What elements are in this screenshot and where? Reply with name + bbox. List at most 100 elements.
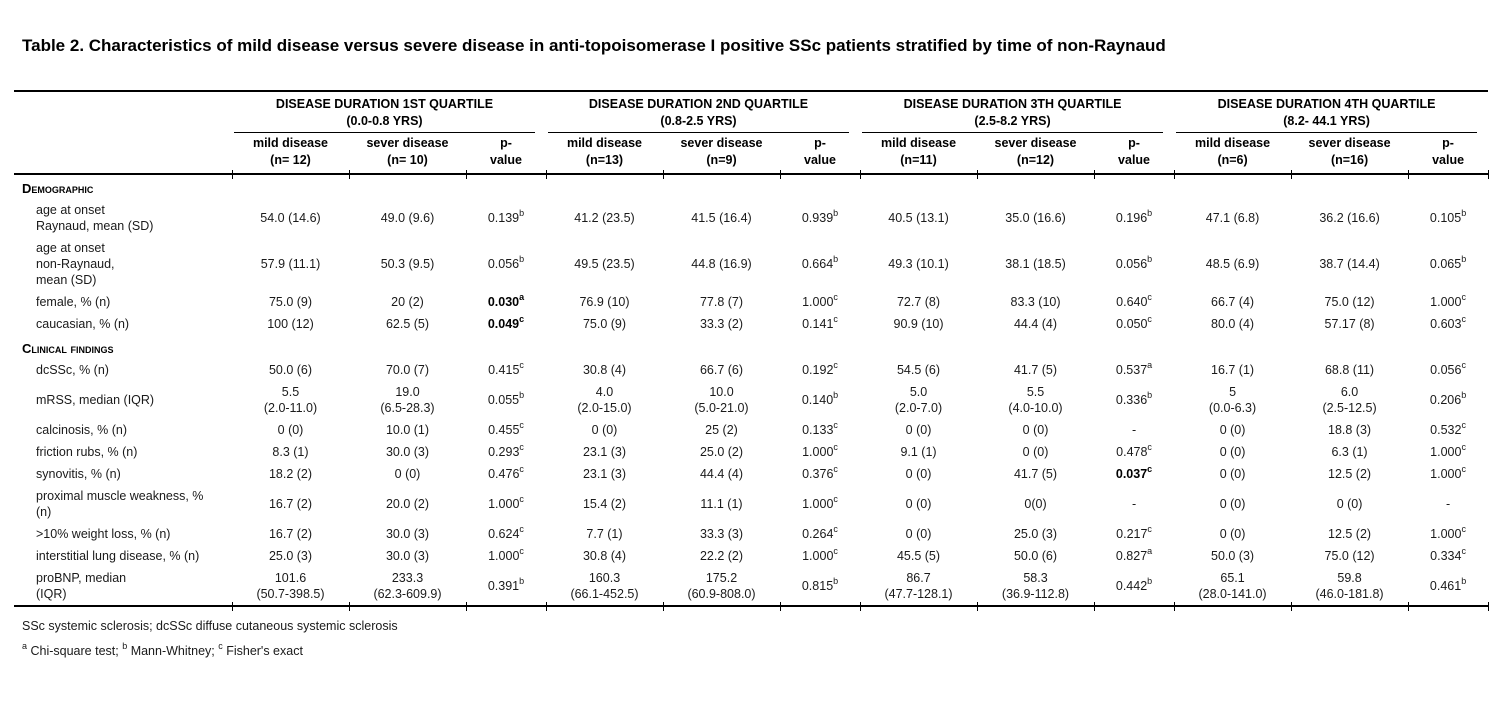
- cell-mild-q2: 76.9 (10): [579, 295, 630, 309]
- cell-pvalue-q1: 0.030a: [487, 291, 525, 309]
- cell-pvalue-q2: 1.000c: [802, 545, 838, 563]
- cell-pvalue-q4: -: [1445, 497, 1451, 511]
- section-row: Clinical findings: [14, 335, 1488, 359]
- cell-mild-q4: 16.7 (1): [1211, 363, 1255, 377]
- cell-sever-q4: 75.0 (12): [1324, 295, 1375, 309]
- cell-pvalue-q4: 1.000c: [1430, 291, 1466, 309]
- cell-mild-q3: 90.9 (10): [893, 317, 944, 331]
- cell-sever-q3: 0(0): [1024, 497, 1047, 511]
- group-title: DISEASE DURATION 3TH QUARTILE: [903, 97, 1122, 111]
- group-header-q3: DISEASE DURATION 3TH QUARTILE (2.5-8.2 YR…: [860, 90, 1175, 133]
- cell-mild-q4: 48.5 (6.9): [1205, 257, 1260, 271]
- cell-sever-q3: 0 (0): [1022, 423, 1049, 437]
- cell-pvalue-q3: 0.217c: [1116, 523, 1152, 541]
- cell-pvalue-q1: 0.055b: [487, 389, 525, 407]
- row-label: age at onset non-Raynaud, mean (SD): [36, 241, 115, 287]
- cell-mild-q3: 40.5 (13.1): [888, 211, 949, 225]
- cell-sever-q1: 30.0 (3): [385, 549, 430, 563]
- cell-sever-q1: 30.0 (3): [385, 445, 430, 459]
- column-header-pvalue-q2: p-value: [780, 133, 862, 179]
- cell-sever-q1: 62.5 (5): [385, 317, 430, 331]
- cell-mild-q2: 49.5 (23.5): [574, 257, 635, 271]
- cell-pvalue-q3: 0.056b: [1115, 253, 1153, 271]
- cell-pvalue-q3: 0.442b: [1094, 567, 1176, 611]
- cell-sever-q4: 36.2 (16.6): [1319, 211, 1380, 225]
- column-header-mild-q1: mild disease (n= 12): [232, 133, 350, 179]
- cell-mild-q2: 7.7 (1): [586, 527, 623, 541]
- cell-sever-q1: 19.0 (6.5-28.3): [380, 385, 435, 415]
- column-header-sever-q3: sever disease (n=12): [977, 133, 1096, 179]
- cell-mild-q2: 0 (0): [591, 423, 618, 437]
- cell-sever-q2: 10.0 (5.0-21.0): [694, 385, 749, 415]
- cell-sever-q3: 41.7 (5): [1013, 363, 1058, 377]
- cell-sever-q4: 57.17 (8): [1324, 317, 1375, 331]
- group-header-inner: DISEASE DURATION 1ST QUARTILE (0.0-0.8 YR…: [234, 96, 535, 133]
- cell-sever-q2: 11.1 (1): [700, 497, 743, 511]
- cell-pvalue-q4: 0.105b: [1429, 207, 1467, 225]
- cell-sever-q4: 38.7 (14.4): [1319, 257, 1380, 271]
- cell-mild-q4: 0 (0): [1219, 497, 1246, 511]
- cell-pvalue-q3: 0.196b: [1115, 207, 1153, 225]
- cell-pvalue-q2: 0.815b: [780, 567, 862, 611]
- cell-pvalue-q2: 0.939b: [801, 207, 839, 225]
- cell-pvalue-q2: 1.000c: [802, 291, 838, 309]
- cell-sever-q3: 83.3 (10): [1010, 295, 1061, 309]
- cell-pvalue-q1: 0.624c: [488, 523, 524, 541]
- cell-mild-q2: 75.0 (9): [582, 317, 627, 331]
- cell-mild-q1: 101.6 (50.7-398.5): [232, 567, 350, 611]
- cell-sever-q4: 0 (0): [1336, 497, 1363, 511]
- cell-pvalue-q1: 0.139b: [487, 207, 525, 225]
- cell-mild-q3: 9.1 (1): [900, 445, 937, 459]
- group-range: (8.2- 44.1 YRS): [1283, 114, 1370, 128]
- cell-pvalue-q1: 0.391b: [466, 567, 547, 611]
- table-body: Demographic age at onset Raynaud, mean (SD…: [14, 174, 1490, 611]
- section-label: Demographic: [22, 181, 94, 196]
- cell-mild-q4: 0 (0): [1219, 445, 1246, 459]
- group-header-q1: DISEASE DURATION 1ST QUARTILE (0.0-0.8 YR…: [232, 90, 546, 133]
- cell-sever-q4: 12.5 (2): [1328, 467, 1372, 481]
- column-header-mild-q4: mild disease (n=6): [1174, 133, 1293, 179]
- cell-sever-q2: 22.2 (2): [699, 549, 744, 563]
- group-range: (0.8-2.5 YRS): [660, 114, 737, 128]
- cell-sever-q1: 10.0 (1): [385, 423, 430, 437]
- cell-mild-q1: 57.9 (11.1): [260, 257, 321, 271]
- cell-sever-q2: 44.4 (4): [699, 467, 744, 481]
- cell-mild-q2: 23.1 (3): [582, 445, 627, 459]
- column-header-mild-q2: mild disease (n=13): [546, 133, 664, 179]
- group-header-inner: DISEASE DURATION 3TH QUARTILE (2.5-8.2 YR…: [862, 96, 1164, 133]
- cell-pvalue-q1: 0.293c: [488, 441, 524, 459]
- group-range: (2.5-8.2 YRS): [974, 114, 1051, 128]
- table-row: friction rubs, % (n) 8.3 (1) 30.0 (3) 0.293…: [14, 441, 1488, 463]
- cell-sever-q4: 59.8 (46.0-181.8): [1291, 567, 1410, 611]
- table-row: proBNP, median (IQR) 101.6 (50.7-398.5) 233.…: [14, 567, 1490, 611]
- cell-mild-q1: 54.0 (14.6): [260, 211, 321, 225]
- cell-sever-q2: 44.8 (16.9): [691, 257, 752, 271]
- cell-mild-q3: 72.7 (8): [896, 295, 941, 309]
- table-row: interstitial lung disease, % (n) 25.0 (3)…: [14, 545, 1488, 567]
- cell-sever-q3: 0 (0): [1022, 445, 1049, 459]
- cell-mild-q3: 0 (0): [905, 467, 932, 481]
- cell-mild-q3: 5.0 (2.0-7.0): [894, 385, 943, 415]
- table-row: mRSS, median (IQR) 5.5 (2.0-11.0) 19.0 (6.5-…: [14, 381, 1488, 419]
- table-row: dcSSc, % (n) 50.0 (6) 70.0 (7) 0.415c 30.8 (…: [14, 359, 1488, 381]
- header-group-row: DISEASE DURATION 1ST QUARTILE (0.0-0.8 YR…: [14, 90, 1489, 133]
- cell-pvalue-q2: 1.000c: [802, 441, 838, 459]
- group-header-q4: DISEASE DURATION 4TH QUARTILE (8.2- 44.1 …: [1174, 90, 1489, 133]
- cell-pvalue-q2: 0.192c: [802, 359, 838, 377]
- table-row: female, % (n) 75.0 (9) 20 (2) 0.030a 76.9 (1…: [14, 291, 1488, 313]
- table-row: synovitis, % (n) 18.2 (2) 0 (0) 0.476c 23.1 …: [14, 463, 1488, 485]
- table-row: calcinosis, % (n) 0 (0) 10.0 (1) 0.455c 0 (0…: [14, 419, 1488, 441]
- cell-mild-q2: 41.2 (23.5): [574, 211, 635, 225]
- cell-mild-q3: 0 (0): [905, 527, 932, 541]
- cell-sever-q2: 77.8 (7): [699, 295, 744, 309]
- cell-mild-q4: 65.1 (28.0-141.0): [1174, 567, 1293, 611]
- cell-sever-q2: 175.2 (60.9-808.0): [663, 567, 781, 611]
- footnote-tests: a Chi-square test; b Mann-Whitney; c Fis…: [22, 640, 303, 658]
- cell-sever-q1: 20.0 (2): [385, 497, 430, 511]
- cell-mild-q1: 16.7 (2): [268, 497, 313, 511]
- footnote-abbreviations: SSc systemic sclerosis; dcSSc diffuse cu…: [22, 619, 398, 633]
- cell-pvalue-q2: 1.000c: [802, 493, 838, 511]
- cell-mild-q2: 15.4 (2): [582, 497, 627, 511]
- footnotes: SSc systemic sclerosis; dcSSc diffuse cu…: [22, 619, 1501, 659]
- cell-pvalue-q2: 0.133c: [802, 419, 838, 437]
